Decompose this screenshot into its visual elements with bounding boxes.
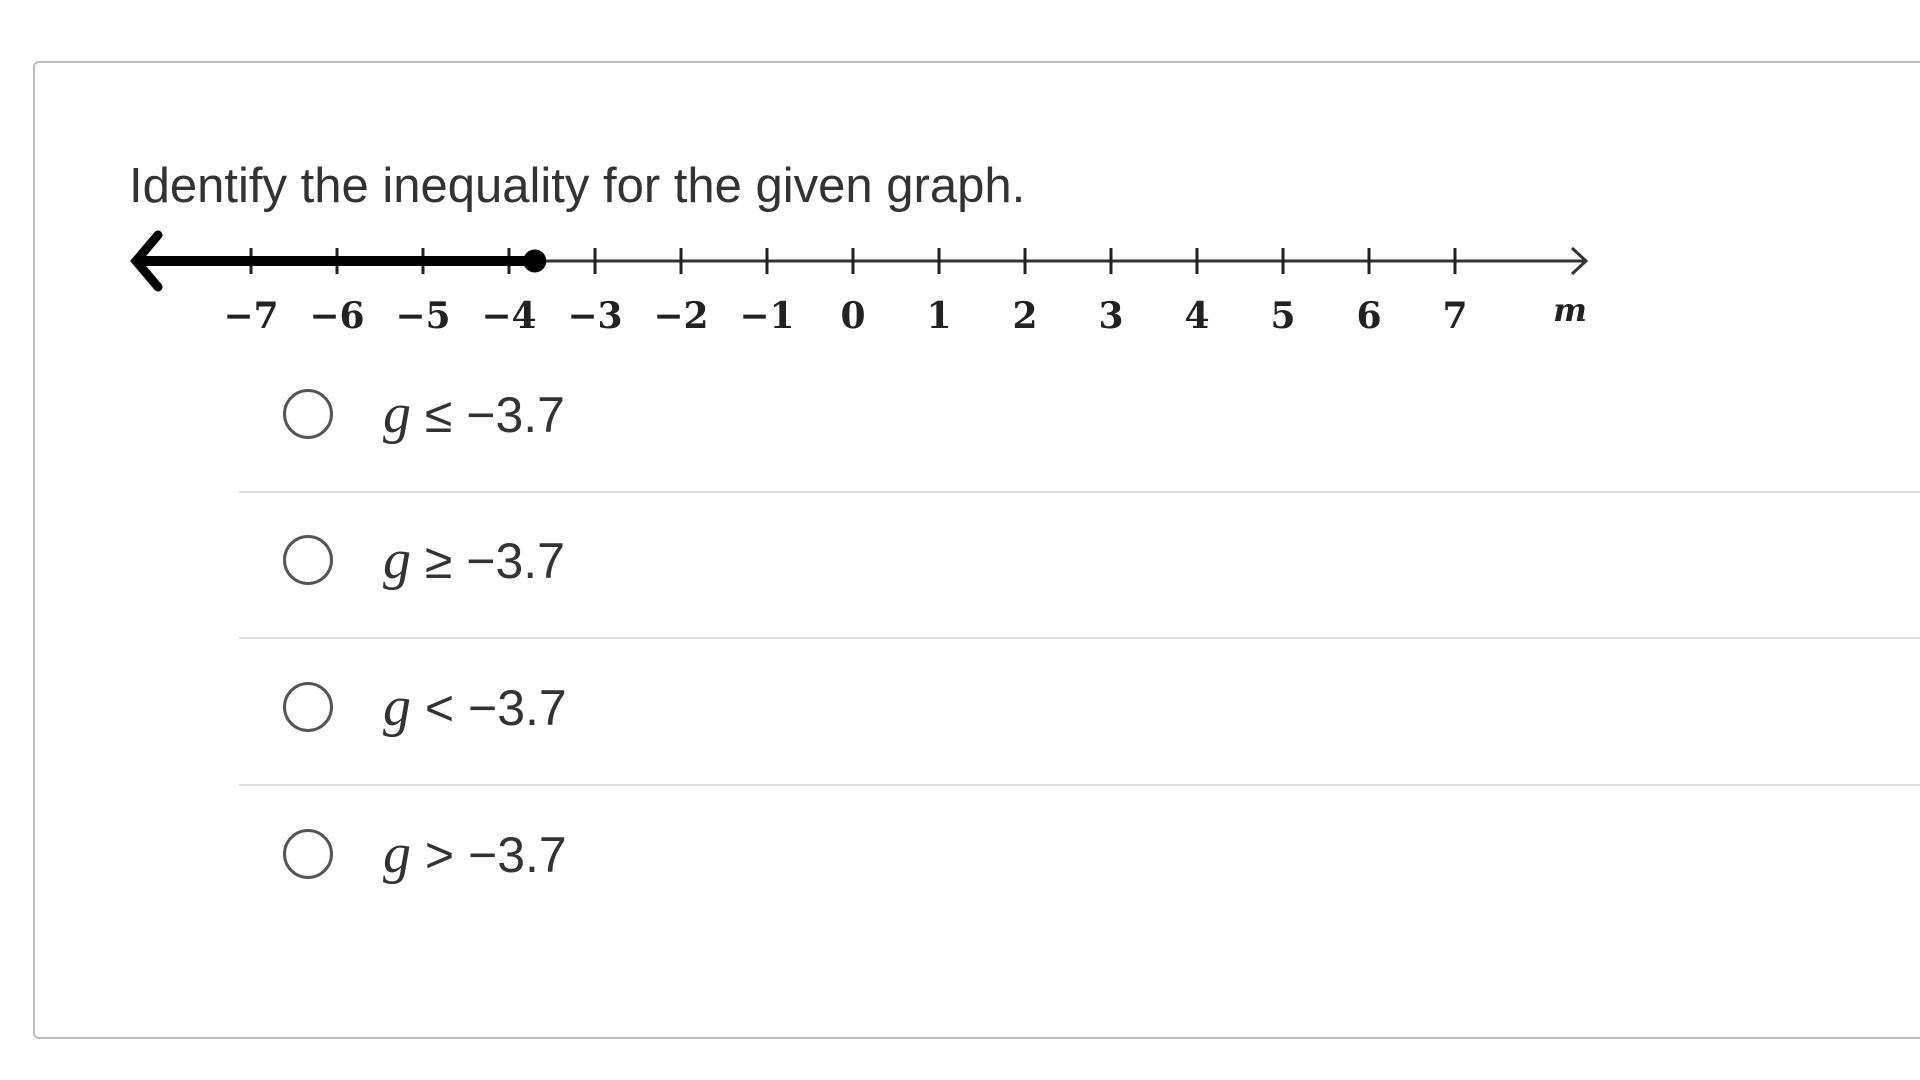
- option-relation: ≥: [424, 533, 453, 589]
- answer-option-1[interactable]: g ≤ −3.7: [270, 364, 1920, 464]
- radio-button[interactable]: [283, 389, 333, 439]
- question-card: [33, 61, 1920, 1039]
- divider: [239, 637, 1920, 639]
- answer-option-3[interactable]: g < −3.7: [270, 657, 1920, 757]
- radio-button[interactable]: [283, 682, 333, 732]
- divider: [239, 784, 1920, 786]
- option-label: g > −3.7: [383, 822, 567, 886]
- option-value: −3.7: [468, 680, 567, 736]
- option-value: −3.7: [468, 827, 567, 883]
- option-variable: g: [383, 676, 411, 738]
- divider: [239, 491, 1920, 493]
- option-value: −3.7: [466, 387, 565, 443]
- answer-option-4[interactable]: g > −3.7: [270, 804, 1920, 904]
- option-relation: <: [424, 680, 455, 736]
- option-label: g ≤ −3.7: [383, 382, 565, 446]
- option-value: −3.7: [466, 533, 565, 589]
- option-variable: g: [383, 529, 411, 591]
- radio-button[interactable]: [283, 829, 333, 879]
- option-relation: ≤: [424, 387, 453, 443]
- option-label: g ≥ −3.7: [383, 528, 565, 592]
- option-variable: g: [383, 823, 411, 885]
- radio-button[interactable]: [283, 535, 333, 585]
- option-relation: >: [424, 827, 455, 883]
- question-prompt: Identify the inequality for the given gr…: [129, 159, 1026, 213]
- option-label: g < −3.7: [383, 675, 567, 739]
- option-variable: g: [383, 383, 411, 445]
- answer-option-2[interactable]: g ≥ −3.7: [270, 510, 1920, 610]
